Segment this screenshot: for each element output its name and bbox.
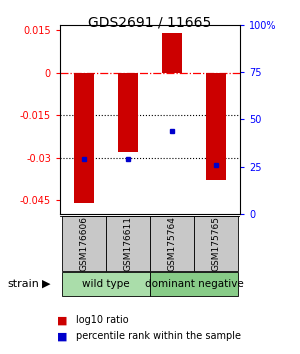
Text: strain: strain [8, 279, 39, 289]
Bar [106, 216, 150, 271]
Bar [62, 272, 150, 296]
Text: log10 ratio: log10 ratio [76, 315, 129, 325]
Bar [150, 216, 194, 271]
Text: dominant negative: dominant negative [145, 279, 243, 289]
Text: GDS2691 / 11665: GDS2691 / 11665 [88, 16, 212, 30]
Text: GSM176606: GSM176606 [80, 216, 88, 271]
Bar [194, 216, 238, 271]
Text: GSM175765: GSM175765 [212, 216, 220, 271]
Text: GSM175764: GSM175764 [167, 216, 176, 271]
Text: ■: ■ [57, 331, 68, 341]
Text: ▶: ▶ [42, 279, 51, 289]
Bar [150, 272, 238, 296]
Bar [62, 216, 106, 271]
Text: percentile rank within the sample: percentile rank within the sample [76, 331, 242, 341]
Text: GSM176611: GSM176611 [124, 216, 133, 271]
Text: wild type: wild type [82, 279, 130, 289]
Bar [118, 73, 138, 152]
Bar [162, 33, 182, 73]
Bar [206, 73, 226, 180]
Text: ■: ■ [57, 315, 68, 325]
Bar [74, 73, 94, 203]
